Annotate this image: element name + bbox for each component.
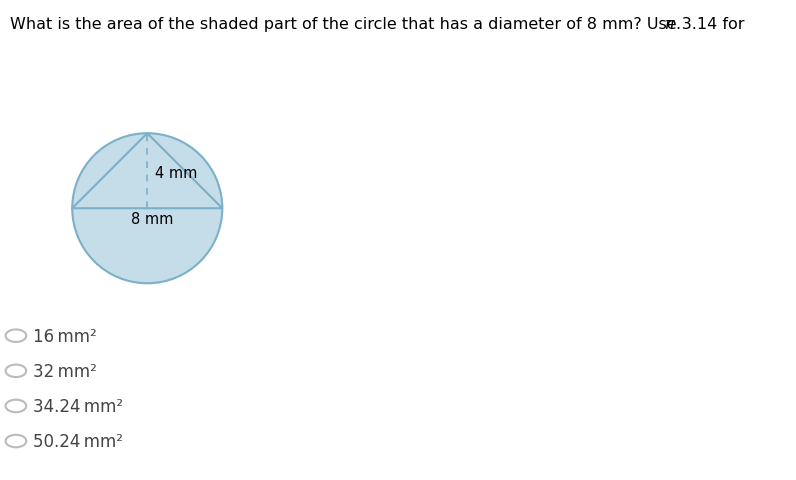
Text: 16 mm²: 16 mm² bbox=[33, 327, 97, 345]
Text: π: π bbox=[664, 17, 673, 32]
Text: 50.24 mm²: 50.24 mm² bbox=[33, 432, 123, 450]
Text: 32 mm²: 32 mm² bbox=[33, 362, 97, 380]
Circle shape bbox=[72, 134, 222, 284]
Text: What is the area of the shaded part of the circle that has a diameter of 8 mm? U: What is the area of the shaded part of t… bbox=[10, 17, 750, 32]
Text: 4 mm: 4 mm bbox=[154, 166, 197, 180]
Text: .: . bbox=[675, 17, 680, 32]
Text: 8 mm: 8 mm bbox=[131, 212, 173, 227]
Text: 34.24 mm²: 34.24 mm² bbox=[33, 397, 123, 415]
